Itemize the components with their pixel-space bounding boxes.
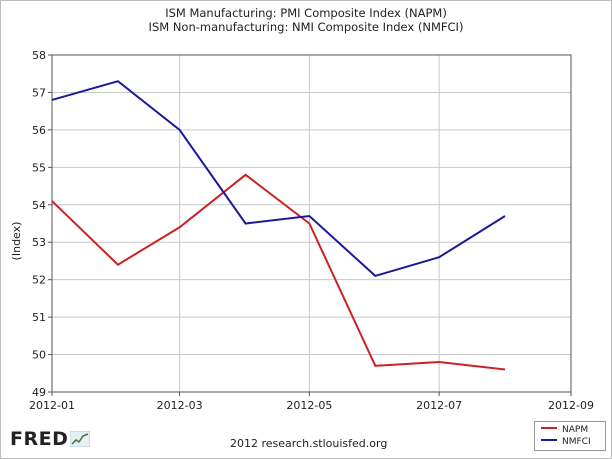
fred-logo: FRED [10, 428, 91, 450]
fred-logo-text: FRED [10, 428, 69, 450]
series-line-napm [51, 173, 506, 371]
legend-label-nmfci: NMFCI [562, 437, 591, 447]
legend-item-napm: NAPM [541, 424, 588, 436]
x-axis-ticks: 2012-01 2012-03 2012-05 2012-07 2012-09 [29, 392, 594, 412]
legend-label-napm: NAPM [562, 425, 589, 435]
y-tick-label: 53 [32, 236, 46, 249]
y-tick-label: 51 [32, 311, 46, 324]
chart-title-line2: ISM Non-manufacturing: NMI Composite Ind… [148, 20, 464, 34]
legend-item-nmfci: NMFCI [541, 436, 591, 448]
y-tick-label: 50 [32, 349, 46, 362]
legend-swatch-napm [541, 427, 557, 429]
series-line-nmfci [51, 80, 506, 278]
y-axis-label: (Index) [10, 222, 23, 261]
fred-logo-chart-icon [70, 431, 91, 447]
source-text: 2012 research.stlouisfed.org [230, 437, 388, 450]
chart-title-line1: ISM Manufacturing: PMI Composite Index (… [165, 6, 447, 20]
x-tick-label: 2012-01 [29, 399, 75, 412]
legend-swatch-nmfci [541, 439, 557, 441]
y-tick-label: 57 [32, 86, 46, 99]
y-tick-label: 49 [32, 386, 46, 399]
y-tick-label: 54 [32, 199, 46, 212]
y-tick-label: 58 [32, 49, 46, 62]
x-tick-label: 2012-03 [157, 399, 203, 412]
series-lines [51, 80, 506, 371]
plot-area [51, 54, 572, 393]
x-tick-label: 2012-05 [286, 399, 332, 412]
legend: NAPM NMFCI [534, 421, 606, 451]
x-tick-label: 2012-09 [548, 399, 594, 412]
y-tick-label: 55 [32, 161, 46, 174]
y-tick-label: 52 [32, 274, 46, 287]
y-tick-label: 56 [32, 124, 46, 137]
y-axis-ticks: 49 50 51 52 53 54 55 56 57 58 [32, 49, 52, 399]
x-tick-label: 2012-07 [416, 399, 462, 412]
